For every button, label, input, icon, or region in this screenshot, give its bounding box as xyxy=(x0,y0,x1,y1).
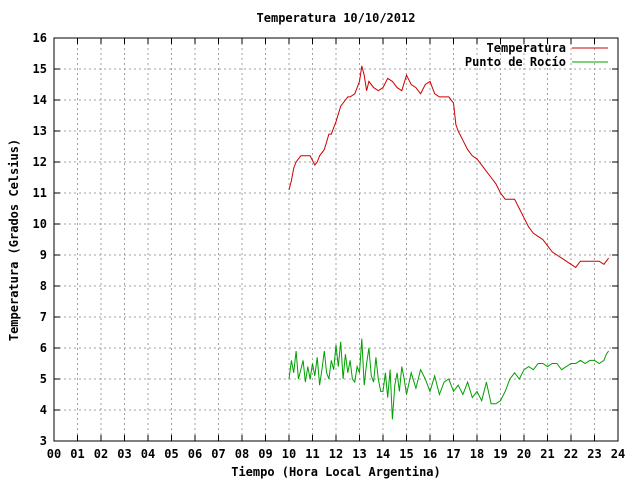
y-tick-label: 7 xyxy=(40,310,47,324)
y-tick-label: 3 xyxy=(40,434,47,448)
x-tick-label: 07 xyxy=(211,447,225,461)
x-tick-label: 08 xyxy=(235,447,249,461)
y-tick-label: 16 xyxy=(33,31,47,45)
y-axis-title: Temperatura (Grados Celsius) xyxy=(7,139,21,341)
y-tick-label: 12 xyxy=(33,155,47,169)
y-tick-label: 10 xyxy=(33,217,47,231)
y-tick-label: 5 xyxy=(40,372,47,386)
x-tick-label: 24 xyxy=(611,447,625,461)
x-tick-label: 10 xyxy=(282,447,296,461)
x-tick-label: 22 xyxy=(564,447,578,461)
y-tick-label: 13 xyxy=(33,124,47,138)
x-tick-label: 23 xyxy=(587,447,601,461)
plot-frame xyxy=(53,37,619,442)
x-tick-label: 05 xyxy=(164,447,178,461)
legend: Temperatura Punto de Rocío xyxy=(465,41,608,69)
x-tick-label: 19 xyxy=(493,447,507,461)
y-tick-label: 4 xyxy=(40,403,47,417)
x-tick-label: 21 xyxy=(540,447,554,461)
series-lines xyxy=(288,65,610,420)
x-tick-label: 11 xyxy=(305,447,319,461)
x-tick-label: 13 xyxy=(352,447,366,461)
x-axis-ticks: 00 01 02 03 04 05 06 07 08 09 10 11 12 13 14 15 16 17 18 19… xyxy=(47,38,625,461)
y-tick-label: 9 xyxy=(40,248,47,262)
legend-label-punto-de-rocio: Punto de Rocío xyxy=(465,55,566,69)
x-tick-label: 14 xyxy=(376,447,390,461)
y-tick-label: 8 xyxy=(40,279,47,293)
y-tick-label: 6 xyxy=(40,341,47,355)
x-tick-label: 04 xyxy=(141,447,155,461)
x-tick-label: 03 xyxy=(117,447,131,461)
x-tick-label: 09 xyxy=(258,447,272,461)
chart-title: Temperatura 10/10/2012 xyxy=(257,11,416,25)
x-tick-label: 15 xyxy=(399,447,413,461)
x-tick-label: 06 xyxy=(188,447,202,461)
series-line-temperatura xyxy=(288,65,610,269)
x-tick-label: 20 xyxy=(517,447,531,461)
x-tick-label: 02 xyxy=(94,447,108,461)
x-tick-label: 18 xyxy=(470,447,484,461)
y-tick-label: 11 xyxy=(33,186,47,200)
x-tick-label: 17 xyxy=(446,447,460,461)
grid-lines xyxy=(54,38,618,441)
y-tick-label: 14 xyxy=(33,93,47,107)
series-line-punto-de-rocio xyxy=(288,338,610,420)
y-axis-ticks: 3 4 5 6 7 8 9 10 11 12 13 14 15 16 xyxy=(33,31,618,448)
x-tick-label: 01 xyxy=(70,447,84,461)
x-axis-title: Tiempo (Hora Local Argentina) xyxy=(231,465,441,479)
legend-label-temperatura: Temperatura xyxy=(487,41,566,55)
y-tick-label: 15 xyxy=(33,62,47,76)
x-tick-label: 12 xyxy=(329,447,343,461)
x-tick-label: 16 xyxy=(423,447,437,461)
x-tick-label: 00 xyxy=(47,447,61,461)
